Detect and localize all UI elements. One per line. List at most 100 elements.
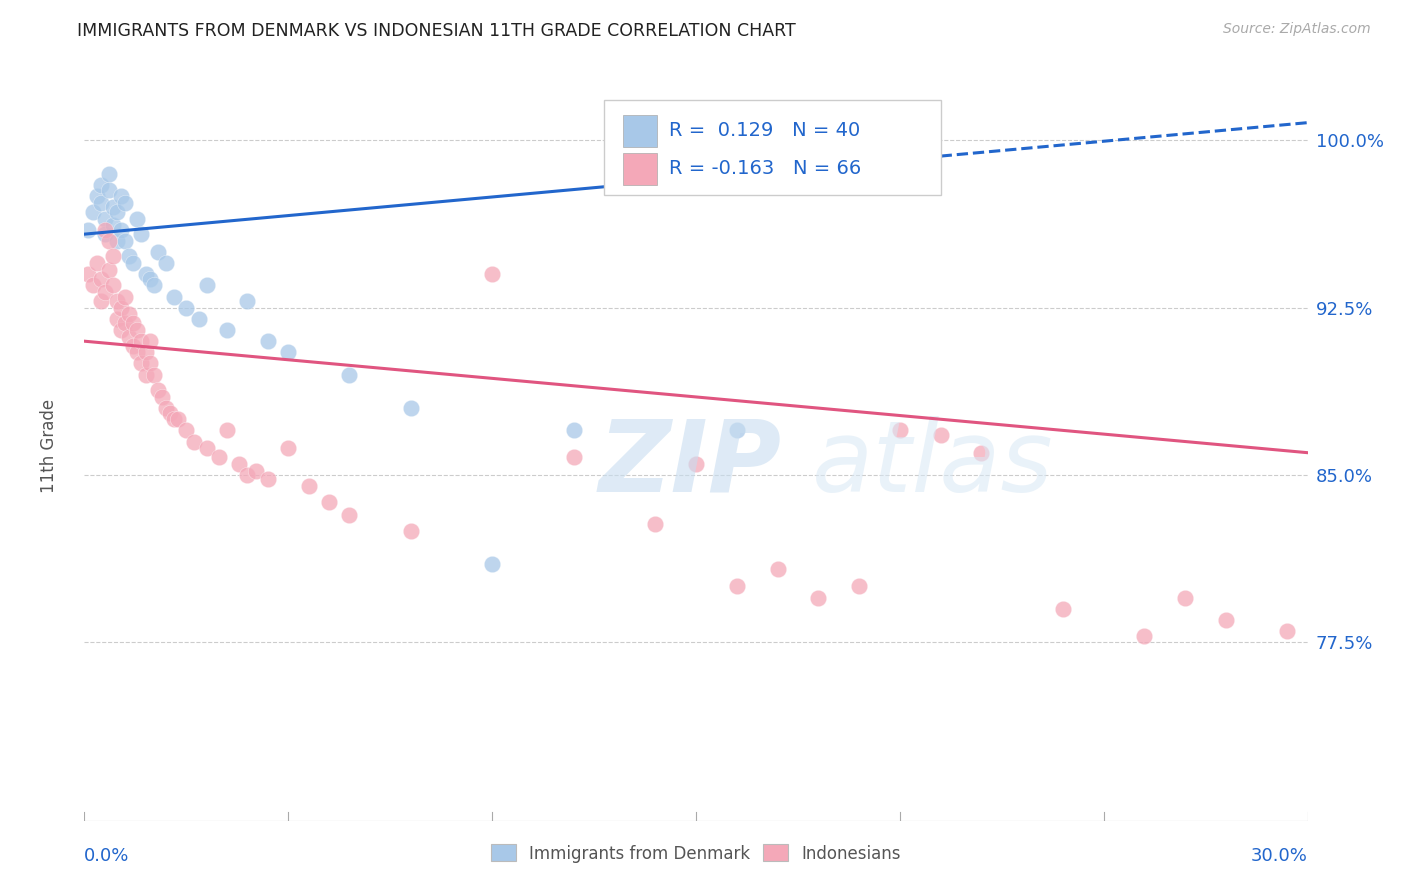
Point <box>298 479 321 493</box>
Point <box>1174 591 1197 605</box>
Point <box>481 267 503 281</box>
Point <box>127 345 149 359</box>
Point <box>93 285 115 299</box>
Point <box>257 472 280 486</box>
Point <box>195 278 218 293</box>
Text: IMMIGRANTS FROM DENMARK VS INDONESIAN 11TH GRADE CORRELATION CHART: IMMIGRANTS FROM DENMARK VS INDONESIAN 11… <box>77 22 796 40</box>
Point <box>766 561 789 575</box>
Point <box>127 323 149 337</box>
Point <box>910 133 932 147</box>
Point <box>848 579 870 593</box>
Point <box>90 195 112 210</box>
Point <box>236 293 259 308</box>
Point <box>187 311 209 326</box>
Point <box>90 293 112 308</box>
Point <box>339 368 361 382</box>
Text: 0.0%: 0.0% <box>84 847 129 865</box>
Point <box>277 345 299 359</box>
Point <box>236 467 259 482</box>
Point <box>93 227 115 241</box>
Point <box>138 271 160 285</box>
Point <box>725 423 748 437</box>
Point <box>142 278 165 293</box>
Point <box>135 345 157 359</box>
Point <box>114 316 136 330</box>
Point <box>101 218 124 232</box>
Point <box>77 222 100 236</box>
Point <box>97 234 120 248</box>
Point <box>167 412 190 426</box>
Point <box>174 301 197 315</box>
Point <box>110 301 132 315</box>
Point <box>135 267 157 281</box>
Point <box>97 262 120 277</box>
Point <box>101 249 124 263</box>
Point <box>142 368 165 382</box>
Point <box>86 189 108 203</box>
Point <box>122 256 145 270</box>
Text: ZIP: ZIP <box>598 416 782 513</box>
Point <box>562 423 585 437</box>
Point <box>807 591 830 605</box>
Point <box>110 189 132 203</box>
Point <box>77 267 100 281</box>
Point <box>889 423 911 437</box>
Point <box>562 450 585 464</box>
Point <box>399 524 422 538</box>
Text: 30.0%: 30.0% <box>1251 847 1308 865</box>
Point <box>644 516 666 531</box>
Point <box>685 457 707 471</box>
Point <box>93 211 115 226</box>
Point <box>1052 601 1074 615</box>
Point <box>245 463 267 477</box>
Point <box>183 434 205 449</box>
Point <box>970 445 993 459</box>
Point <box>90 178 112 192</box>
Text: atlas: atlas <box>813 416 1054 513</box>
Point <box>101 200 124 214</box>
Point <box>155 401 177 415</box>
Point <box>217 323 239 337</box>
Point <box>150 390 173 404</box>
Point <box>131 334 153 348</box>
Point <box>122 338 145 352</box>
Point <box>146 244 169 259</box>
Point <box>195 441 218 455</box>
Point <box>481 557 503 571</box>
Point <box>277 441 299 455</box>
FancyBboxPatch shape <box>623 115 657 146</box>
Point <box>138 334 160 348</box>
Point <box>105 204 128 219</box>
Point <box>110 222 132 236</box>
Point <box>138 356 160 370</box>
Legend: Immigrants from Denmark, Indonesians: Immigrants from Denmark, Indonesians <box>484 838 908 869</box>
Point <box>105 234 128 248</box>
Point <box>131 356 153 370</box>
Text: R = -0.163   N = 66: R = -0.163 N = 66 <box>669 159 862 178</box>
Point <box>1277 624 1299 638</box>
Point <box>228 457 250 471</box>
Point <box>105 293 128 308</box>
Point <box>97 182 120 196</box>
Point <box>114 289 136 303</box>
Point <box>118 249 141 263</box>
Point <box>82 278 104 293</box>
Point <box>1133 628 1156 642</box>
Point <box>90 271 112 285</box>
Point <box>159 405 181 419</box>
Point <box>105 311 128 326</box>
FancyBboxPatch shape <box>605 101 941 195</box>
Text: 11th Grade: 11th Grade <box>41 399 58 493</box>
Point <box>155 256 177 270</box>
Point <box>131 227 153 241</box>
Point <box>86 256 108 270</box>
Point <box>135 368 157 382</box>
Point <box>929 427 952 442</box>
Point <box>97 167 120 181</box>
Point <box>217 423 239 437</box>
Point <box>318 494 340 508</box>
Point <box>127 211 149 226</box>
Point <box>114 234 136 248</box>
Point <box>163 289 186 303</box>
Point <box>1215 613 1237 627</box>
